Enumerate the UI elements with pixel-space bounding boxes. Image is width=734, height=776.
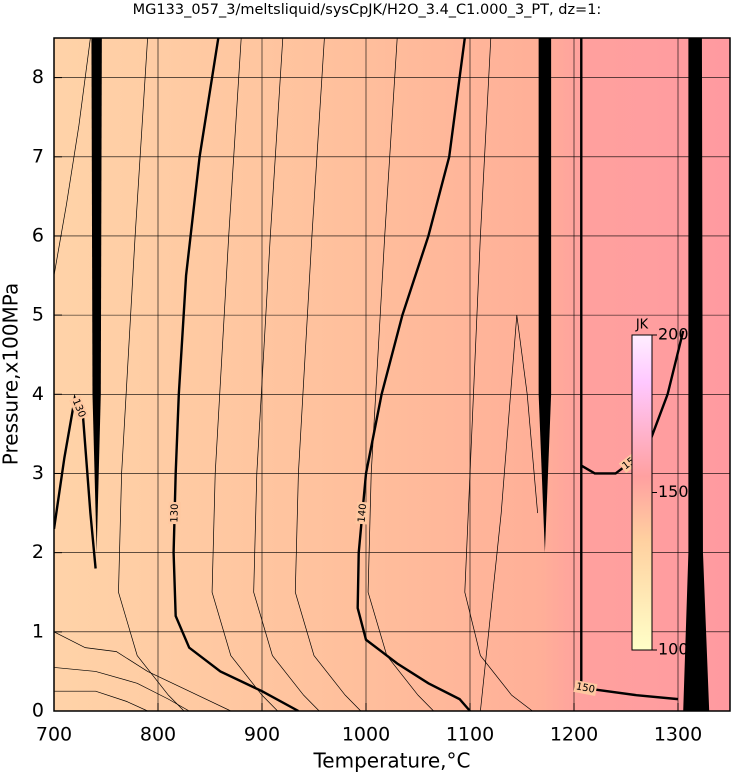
contour-label-bg bbox=[69, 395, 89, 421]
contour-label-bg bbox=[573, 680, 598, 696]
contour-line bbox=[294, 38, 362, 711]
contour-line bbox=[54, 631, 231, 711]
plot-background bbox=[54, 38, 730, 711]
x-tick-label: 700 bbox=[36, 724, 72, 746]
colorbar-tick-label: 200 bbox=[658, 325, 689, 344]
dense-contour-band bbox=[538, 38, 552, 553]
contour-label: 150 bbox=[575, 681, 596, 695]
y-tick-label: 7 bbox=[32, 145, 44, 167]
y-tick-label: 8 bbox=[32, 66, 44, 88]
y-tick-label: 3 bbox=[32, 462, 44, 484]
x-tick-label: 1200 bbox=[550, 724, 598, 746]
contour-label-bg bbox=[355, 501, 370, 525]
overlay: 700 800 900 1000 1100 1200 1300 0 1 2 3 4 5 6 7 8 JK 100 1… bbox=[32, 66, 702, 745]
x-tick-label: 1300 bbox=[654, 724, 702, 746]
chart-title: MG133_057_3/meltsliquid/sysCpJK/H2O_3.4_… bbox=[133, 2, 602, 18]
colorbar-tick-label: 100 bbox=[658, 640, 689, 659]
contour-line bbox=[54, 38, 91, 276]
colorbar-label: JK bbox=[635, 318, 649, 333]
y-tick-label: 0 bbox=[32, 700, 44, 722]
colorbar bbox=[631, 334, 653, 651]
contour-line bbox=[253, 38, 320, 711]
y-tick-label: 4 bbox=[32, 383, 44, 405]
plot-frame bbox=[53, 37, 731, 712]
x-tick-label: 1000 bbox=[342, 724, 390, 746]
x-tick-label: 800 bbox=[140, 724, 176, 746]
y-tick-label: 1 bbox=[32, 620, 44, 642]
x-tick-label: 1100 bbox=[446, 724, 494, 746]
contour-line bbox=[367, 38, 434, 711]
y-axis-label: Pressure,x100MPa bbox=[0, 283, 23, 465]
contour-line bbox=[54, 690, 148, 711]
contour-major bbox=[172, 38, 299, 711]
contour-line bbox=[480, 315, 538, 711]
dense-contour-band bbox=[91, 38, 102, 553]
contour-line bbox=[54, 667, 190, 711]
y-tick-label: 6 bbox=[32, 224, 44, 246]
colorbar-tick-label: 150 bbox=[658, 482, 689, 501]
contour-label: 130 bbox=[169, 503, 180, 522]
y-tick-label: 5 bbox=[32, 304, 44, 326]
plot-area: 130140130150150 bbox=[54, 38, 730, 711]
contour-line bbox=[211, 38, 278, 711]
contour-label-bg bbox=[168, 501, 181, 525]
y-tick-label: 2 bbox=[32, 541, 44, 563]
x-axis-label: Temperature,°C bbox=[312, 749, 470, 773]
contour-label: 140 bbox=[357, 503, 370, 523]
x-tick-label: 900 bbox=[244, 724, 280, 746]
contour-line bbox=[118, 38, 185, 711]
contour-line bbox=[464, 38, 533, 711]
contour-major bbox=[356, 38, 471, 711]
dense-contour-band bbox=[683, 38, 710, 711]
